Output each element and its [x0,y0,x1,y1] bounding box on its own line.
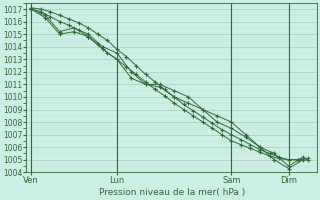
X-axis label: Pression niveau de la mer( hPa ): Pression niveau de la mer( hPa ) [99,188,245,197]
